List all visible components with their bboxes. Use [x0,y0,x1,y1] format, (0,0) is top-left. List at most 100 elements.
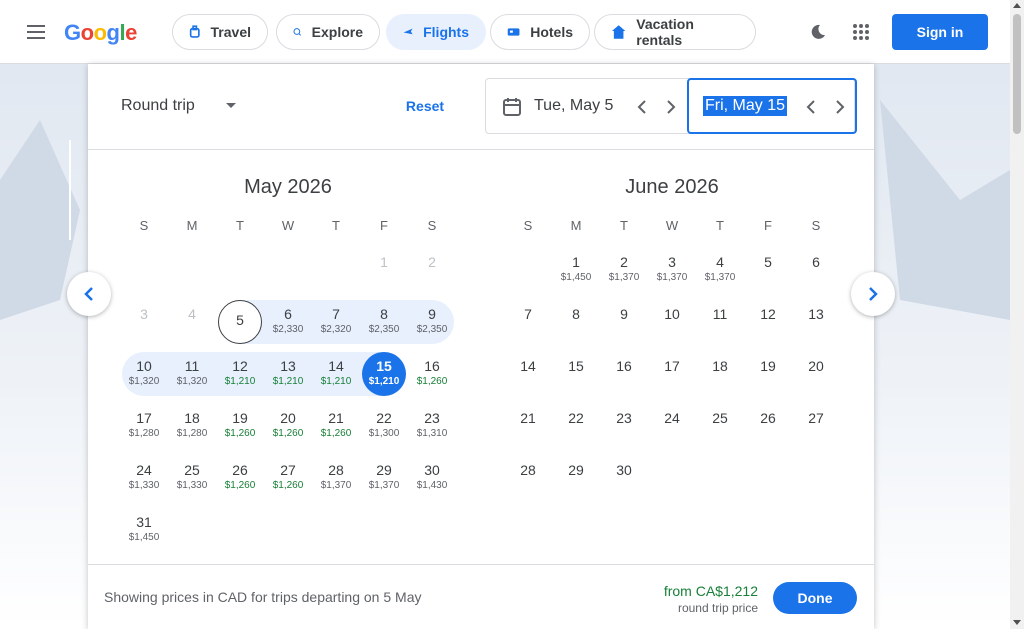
google-logo[interactable]: Google [64,20,137,45]
day-price: $2,350 [368,324,400,335]
previous-month-button[interactable] [67,272,111,316]
scroll-down-arrow-icon[interactable] [1013,620,1021,625]
reset-button[interactable]: Reset [405,98,445,114]
date-picker-dialog: Round trip Reset Tue, May 5 Fri, May 15 [88,64,874,629]
main-menu-button[interactable] [22,18,50,46]
calendar-day-jun-21[interactable]: 21 [504,400,552,452]
calendar-day-jun-6[interactable]: 6 [792,244,840,296]
calendar-day-jun-15[interactable]: 15 [552,348,600,400]
day-number: 28 [520,462,536,478]
calendar-day-jun-11[interactable]: 11 [696,296,744,348]
calendar-day-may-27[interactable]: 27 $1,260 [264,452,312,504]
calendar-day-may-24[interactable]: 24 $1,330 [120,452,168,504]
date-range-highlight [312,300,360,344]
calendar-day-jun-19[interactable]: 19 [744,348,792,400]
tab-flights[interactable]: Flights [386,14,486,50]
calendar-day-may-11[interactable]: 11 $1,320 [168,348,216,400]
calendar-day-jun-16[interactable]: 16 [600,348,648,400]
calendar-day-may-26[interactable]: 26 $1,260 [216,452,264,504]
calendar-day-jun-25[interactable]: 25 [696,400,744,452]
calendar-day-may-31[interactable]: 31 $1,450 [120,504,168,556]
calendar-day-jun-7[interactable]: 7 [504,296,552,348]
calendar-day-jun-20[interactable]: 20 [792,348,840,400]
hotel-icon [507,28,520,36]
calendar-day-jun-22[interactable]: 22 [552,400,600,452]
calendar-day-jun-12[interactable]: 12 [744,296,792,348]
calendar-day-may-18[interactable]: 18 $1,280 [168,400,216,452]
calendar-day-may-15[interactable]: 15 $1,210 [360,348,408,400]
calendar-day-may-21[interactable]: 21 $1,260 [312,400,360,452]
calendar-day-may-22[interactable]: 22 $1,300 [360,400,408,452]
calendar-day-may-9[interactable]: 9 $2,350 [408,296,456,348]
calendar-day-may-10[interactable]: 10 $1,320 [120,348,168,400]
calendar-day-may-23[interactable]: 23 $1,310 [408,400,456,452]
day-price: $1,450 [128,532,160,543]
return-prev-button[interactable] [797,93,825,121]
departure-date-input[interactable]: Tue, May 5 [534,97,614,114]
return-date-input[interactable]: Fri, May 15 [703,96,788,116]
calendar-day-jun-18[interactable]: 18 [696,348,744,400]
day-price: $1,370 [704,272,736,283]
calendar-day-jun-9[interactable]: 9 [600,296,648,348]
done-button[interactable]: Done [773,582,857,614]
calendar-day-may-19[interactable]: 19 $1,260 [216,400,264,452]
calendar-day-jun-28[interactable]: 28 [504,452,552,504]
sign-in-button[interactable]: Sign in [892,14,988,50]
dark-mode-toggle[interactable] [802,16,834,48]
trip-type-select[interactable]: Round trip [104,82,244,130]
calendar-day-may-6[interactable]: 6 $2,330 [264,296,312,348]
tab-hotels[interactable]: Hotels [490,14,590,50]
tab-vacation-rentals[interactable]: Vacation rentals [594,14,756,50]
calendar-day-may-12[interactable]: 12 $1,210 [216,348,264,400]
date-range-highlight [264,300,312,344]
calendar-day-may-29[interactable]: 29 $1,370 [360,452,408,504]
calendar-day-may-14[interactable]: 14 $1,210 [312,348,360,400]
next-month-button[interactable] [851,272,895,316]
day-number: 19 [760,358,776,374]
calendar-day-jun-27[interactable]: 27 [792,400,840,452]
calendar-day-jun-23[interactable]: 23 [600,400,648,452]
calendar-day-may-8[interactable]: 8 $2,350 [360,296,408,348]
calendar-day-jun-14[interactable]: 14 [504,348,552,400]
calendar-day-jun-13[interactable]: 13 [792,296,840,348]
calendar-day-may-1: 1 [360,244,408,296]
calendar-day-may-5[interactable]: 5 [216,296,264,348]
departure-next-button[interactable] [657,93,685,121]
calendar-day-may-13[interactable]: 13 $1,210 [264,348,312,400]
page-scrollbar[interactable] [1010,0,1024,629]
apps-button[interactable] [845,16,877,48]
tab-travel[interactable]: Travel [172,14,268,50]
calendar-day-jun-26[interactable]: 26 [744,400,792,452]
tab-explore[interactable]: Explore [276,14,380,50]
calendar-day-jun-5[interactable]: 5 [744,244,792,296]
calendar-day-may-3: 3 [120,296,168,348]
calendar-day-jun-30[interactable]: 30 [600,452,648,504]
month-title-may: May 2026 [244,176,332,198]
return-next-button[interactable] [826,93,854,121]
day-number: 27 [280,462,296,478]
calendar-day-jun-29[interactable]: 29 [552,452,600,504]
scroll-thumb[interactable] [1013,14,1021,134]
calendar-day-jun-17[interactable]: 17 [648,348,696,400]
calendar-day-jun-8[interactable]: 8 [552,296,600,348]
calendar-day-jun-24[interactable]: 24 [648,400,696,452]
calendar-day-may-17[interactable]: 17 $1,280 [120,400,168,452]
calendar-day-may-7[interactable]: 7 $2,320 [312,296,360,348]
calendar-day-jun-10[interactable]: 10 [648,296,696,348]
day-number: 22 [376,410,392,426]
calendar-day-may-16[interactable]: 16 $1,260 [408,348,456,400]
calendar-day-may-25[interactable]: 25 $1,330 [168,452,216,504]
calendar-day-jun-4[interactable]: 4 $1,370 [696,244,744,296]
weekday-header: S [523,218,533,233]
tab-travel-label: Travel [210,24,251,40]
day-price: $1,280 [176,428,208,439]
calendar-day-jun-2[interactable]: 2 $1,370 [600,244,648,296]
scroll-up-arrow-icon[interactable] [1013,3,1021,8]
calendar-day-jun-3[interactable]: 3 $1,370 [648,244,696,296]
departure-prev-button[interactable] [628,93,656,121]
calendar-day-may-28[interactable]: 28 $1,370 [312,452,360,504]
calendar-day-jun-1[interactable]: 1 $1,450 [552,244,600,296]
calendar-day-may-20[interactable]: 20 $1,260 [264,400,312,452]
day-number: 15 [568,358,584,374]
calendar-day-may-30[interactable]: 30 $1,430 [408,452,456,504]
